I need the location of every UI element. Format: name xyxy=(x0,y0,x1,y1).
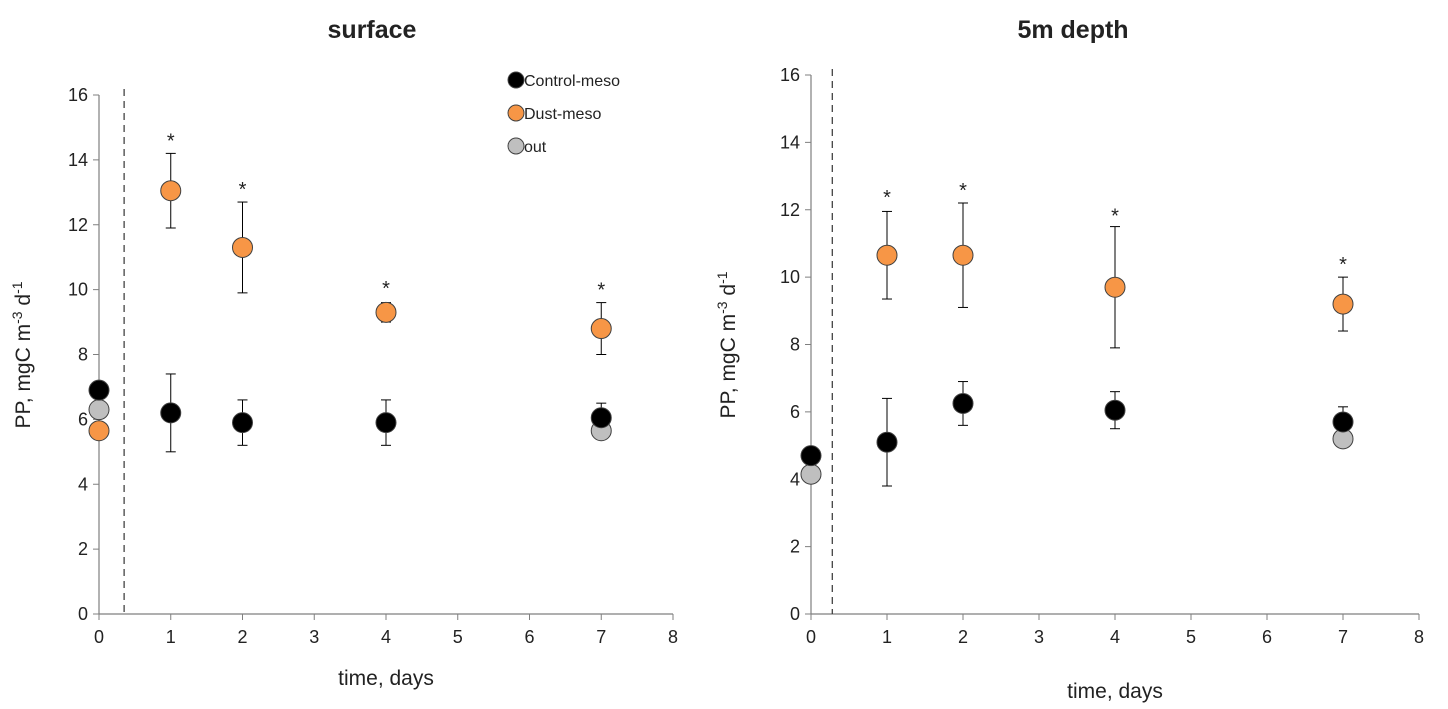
x-tick-label: 5 xyxy=(453,627,463,647)
significance-mark: * xyxy=(1339,254,1347,276)
legend-marker xyxy=(507,71,525,89)
data-point-dust-meso xyxy=(1332,293,1354,315)
data-point-dust-meso xyxy=(590,318,612,340)
significance-mark: * xyxy=(239,179,247,201)
y-axis-label-superscript: -1 xyxy=(714,271,730,284)
significance-mark: * xyxy=(382,278,390,300)
x-tick-label: 3 xyxy=(309,627,319,647)
significance-mark: * xyxy=(959,180,967,202)
legend-label: Dust-meso xyxy=(524,106,601,123)
y-axis-label-superscript: -3 xyxy=(714,301,730,314)
x-tick-label: 4 xyxy=(381,627,391,647)
data-point-out xyxy=(88,399,110,421)
data-point-control-meso xyxy=(1332,411,1354,433)
y-tick-label: 0 xyxy=(78,604,88,624)
y-axis-label-part: PP, mgC m xyxy=(717,314,740,419)
x-tick-label: 6 xyxy=(524,627,534,647)
data-point-control-meso xyxy=(876,431,898,453)
data-point-dust-meso xyxy=(375,301,397,323)
data-point-control-meso xyxy=(88,379,110,401)
significance-mark: * xyxy=(1111,205,1119,227)
y-axis-label: PP, mgC m-3 d-1 xyxy=(9,281,35,428)
data-point-control-meso xyxy=(590,407,612,429)
x-tick-label: 1 xyxy=(166,627,176,647)
y-tick-label: 0 xyxy=(790,604,800,624)
legend-label: Control-meso xyxy=(524,73,620,90)
y-tick-label: 4 xyxy=(790,469,800,489)
y-axis-label-part: d xyxy=(717,284,740,302)
x-tick-label: 1 xyxy=(882,627,892,647)
data-point-dust-meso xyxy=(876,244,898,266)
significance-mark: * xyxy=(597,280,605,302)
data-point-dust-meso xyxy=(232,236,253,258)
chart-title: 5m depth xyxy=(1017,16,1128,44)
data-point-control-meso xyxy=(375,412,397,434)
y-tick-label: 16 xyxy=(780,65,800,85)
y-tick-label: 4 xyxy=(78,474,88,494)
legend-marker xyxy=(507,104,525,122)
x-tick-label: 6 xyxy=(1262,627,1272,647)
x-tick-label: 2 xyxy=(237,627,247,647)
x-tick-label: 2 xyxy=(958,627,968,647)
y-tick-label: 8 xyxy=(790,335,800,355)
x-axis-label: time, days xyxy=(1067,680,1163,703)
x-tick-label: 0 xyxy=(806,627,816,647)
y-axis-label-superscript: -1 xyxy=(9,281,25,294)
y-tick-label: 10 xyxy=(780,267,800,287)
y-tick-label: 12 xyxy=(68,215,88,235)
chart-title: surface xyxy=(328,16,417,44)
data-point-control-meso xyxy=(1104,399,1126,421)
significance-mark: * xyxy=(167,130,175,152)
x-tick-label: 0 xyxy=(94,627,104,647)
y-axis-label-part: PP, mgC m xyxy=(12,324,35,429)
data-point-control-meso xyxy=(232,412,253,434)
y-tick-label: 6 xyxy=(790,402,800,422)
y-tick-label: 2 xyxy=(790,537,800,557)
legend-label: out xyxy=(524,139,547,156)
y-tick-label: 6 xyxy=(78,409,88,429)
x-tick-label: 7 xyxy=(596,627,606,647)
y-tick-label: 16 xyxy=(68,85,88,105)
x-tick-label: 7 xyxy=(1338,627,1348,647)
x-tick-label: 8 xyxy=(1414,627,1424,647)
y-tick-label: 14 xyxy=(780,132,800,152)
y-tick-label: 12 xyxy=(780,200,800,220)
data-point-out xyxy=(800,463,822,485)
y-tick-label: 14 xyxy=(68,150,88,170)
y-tick-label: 8 xyxy=(78,345,88,365)
y-tick-label: 10 xyxy=(68,280,88,300)
x-tick-label: 3 xyxy=(1034,627,1044,647)
y-axis-label-superscript: -3 xyxy=(9,311,25,324)
data-point-control-meso xyxy=(800,445,822,467)
y-tick-label: 2 xyxy=(78,539,88,559)
significance-mark: * xyxy=(883,187,891,209)
data-point-dust-meso xyxy=(1104,276,1126,298)
data-point-control-meso xyxy=(160,402,182,424)
data-point-dust-meso xyxy=(88,420,110,442)
y-axis-label-part: d xyxy=(12,294,35,312)
x-tick-label: 4 xyxy=(1110,627,1120,647)
y-axis-label: PP, mgC m-3 d-1 xyxy=(714,271,740,418)
x-tick-label: 8 xyxy=(668,627,678,647)
data-point-dust-meso xyxy=(952,244,974,266)
data-point-dust-meso xyxy=(160,180,182,202)
legend-marker xyxy=(507,137,525,155)
x-tick-label: 5 xyxy=(1186,627,1196,647)
data-point-control-meso xyxy=(952,392,974,414)
x-axis-label: time, days xyxy=(338,667,434,690)
